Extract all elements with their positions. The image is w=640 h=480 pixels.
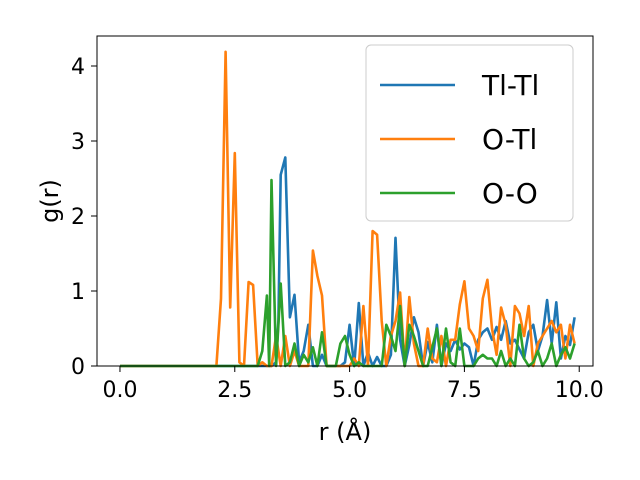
legend-label-2: O-O [482, 177, 538, 210]
legend: Tl-Tl O-Tl O-O [365, 44, 574, 222]
x-axis-label: r (Å) [319, 417, 372, 446]
plot-frame [96, 35, 594, 367]
x-tick-label: 2.5 [217, 378, 252, 403]
y-axis-label: g(r) [36, 179, 64, 223]
legend-label-1: O-Tl [482, 123, 537, 156]
y-tick-label: 4 [71, 55, 85, 80]
series-line-0 [120, 156, 576, 368]
x-tick-label: 10.0 [555, 378, 604, 403]
x-tick-label: 0.0 [102, 378, 137, 403]
x-tick-label: 7.5 [447, 378, 482, 403]
series-line-1 [120, 50, 576, 368]
y-tick-label: 2 [71, 205, 85, 230]
y-tick-label: 1 [71, 280, 85, 305]
y-tick-label: 3 [71, 130, 85, 155]
legend-box [365, 44, 574, 222]
y-axis: 0 1 2 3 4 [71, 55, 97, 380]
y-tick-label: 0 [71, 355, 85, 380]
x-axis: 0.0 2.5 5.0 7.5 10.0 [102, 366, 604, 403]
legend-label-0: Tl-Tl [481, 69, 539, 102]
x-tick-label: 5.0 [332, 378, 367, 403]
